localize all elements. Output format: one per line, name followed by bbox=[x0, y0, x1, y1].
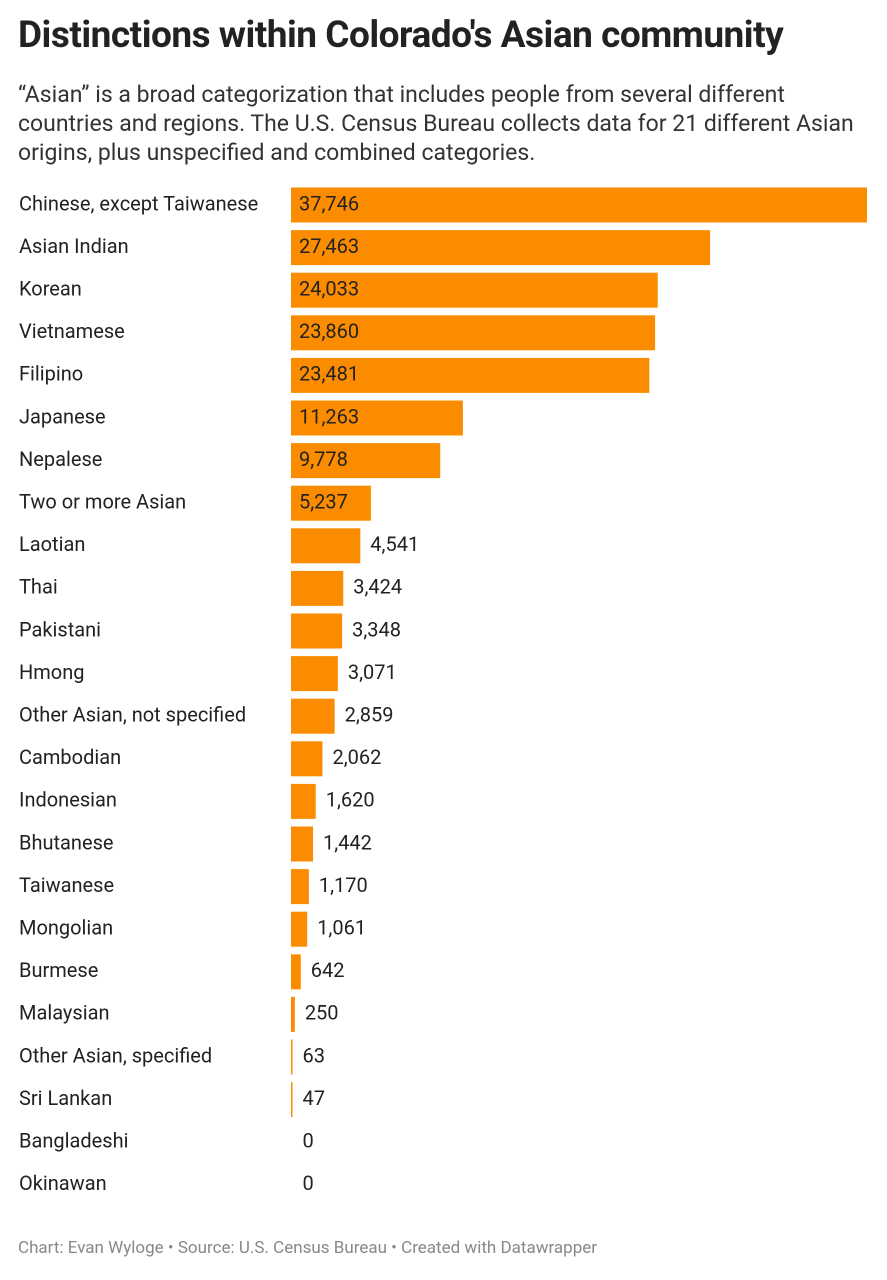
bar bbox=[291, 783, 316, 819]
value-label: 1,061 bbox=[317, 915, 366, 939]
category-label: Korean bbox=[19, 276, 82, 300]
value-label: 250 bbox=[305, 1001, 339, 1025]
value-label: 2,859 bbox=[345, 702, 394, 726]
chart: Chinese, except Taiwanese 37,746 Asian Ind… bbox=[19, 187, 867, 1195]
bar bbox=[291, 996, 295, 1032]
category-label: Sri Lankan bbox=[19, 1086, 112, 1110]
bar bbox=[291, 570, 344, 606]
bar bbox=[291, 698, 335, 734]
category-label: Mongolian bbox=[19, 915, 113, 939]
value-label: 3,424 bbox=[353, 575, 402, 599]
bar bbox=[291, 272, 658, 308]
value-label: 4,541 bbox=[370, 532, 419, 556]
value-label: 2,062 bbox=[332, 745, 381, 769]
value-label: 63 bbox=[303, 1043, 325, 1067]
bar bbox=[291, 741, 323, 777]
bar bbox=[291, 954, 301, 990]
bar bbox=[291, 656, 338, 692]
bar bbox=[291, 357, 650, 393]
value-label: 27,463 bbox=[299, 234, 359, 258]
bar bbox=[291, 485, 371, 521]
value-label: 24,033 bbox=[299, 276, 359, 300]
value-label: 1,620 bbox=[326, 788, 375, 812]
value-label: 1,170 bbox=[319, 873, 368, 897]
bar bbox=[291, 613, 343, 649]
category-label: Other Asian, not specified bbox=[19, 702, 246, 726]
category-label: Bhutanese bbox=[19, 830, 114, 854]
bar bbox=[291, 315, 656, 351]
bar bbox=[291, 528, 361, 564]
category-label: Japanese bbox=[19, 404, 106, 428]
category-label: Bangladeshi bbox=[19, 1128, 128, 1152]
value-label: 0 bbox=[303, 1171, 314, 1195]
category-label: Burmese bbox=[19, 958, 98, 982]
category-label: Chinese, except Taiwanese bbox=[19, 191, 258, 215]
value-label: 0 bbox=[303, 1128, 314, 1152]
category-label: Malaysian bbox=[19, 1001, 110, 1025]
category-label: Indonesian bbox=[19, 788, 117, 812]
bar bbox=[291, 1039, 293, 1075]
value-label: 37,746 bbox=[299, 191, 359, 215]
category-label: Taiwanese bbox=[19, 873, 114, 897]
category-label: Cambodian bbox=[19, 745, 121, 769]
bar bbox=[291, 826, 314, 862]
value-label: 9,778 bbox=[299, 447, 348, 471]
bar bbox=[291, 911, 308, 947]
value-label: 47 bbox=[303, 1086, 325, 1110]
category-label: Filipino bbox=[19, 362, 83, 386]
bar bbox=[291, 230, 711, 266]
category-label: Two or more Asian bbox=[19, 489, 186, 513]
bar bbox=[291, 869, 309, 905]
category-label: Vietnamese bbox=[19, 319, 125, 343]
value-label: 11,263 bbox=[299, 404, 359, 428]
category-label: Laotian bbox=[19, 532, 85, 556]
chart-footer: Chart: Evan Wyloge • Source: U.S. Census… bbox=[18, 1238, 598, 1258]
value-label: 3,348 bbox=[352, 617, 401, 641]
bar bbox=[291, 443, 441, 479]
category-label: Other Asian, specified bbox=[19, 1043, 212, 1067]
category-label: Pakistani bbox=[19, 617, 101, 641]
category-label: Hmong bbox=[19, 660, 85, 684]
value-label: 5,237 bbox=[299, 489, 348, 513]
value-label: 23,860 bbox=[299, 319, 359, 343]
chart-subtitle: “Asian” is a broad categorization that i… bbox=[18, 81, 854, 166]
bar bbox=[291, 187, 867, 223]
value-label: 1,442 bbox=[323, 830, 372, 854]
value-label: 3,071 bbox=[348, 660, 397, 684]
bar bbox=[291, 1082, 293, 1118]
bar bbox=[291, 400, 463, 436]
value-label: 23,481 bbox=[299, 362, 359, 386]
category-label: Asian Indian bbox=[19, 234, 129, 258]
category-label: Thai bbox=[19, 575, 58, 599]
category-label: Nepalese bbox=[19, 447, 102, 471]
category-label: Okinawan bbox=[19, 1171, 107, 1195]
value-label: 642 bbox=[311, 958, 345, 982]
chart-title: Distinctions within Colorado's Asian com… bbox=[18, 14, 784, 57]
